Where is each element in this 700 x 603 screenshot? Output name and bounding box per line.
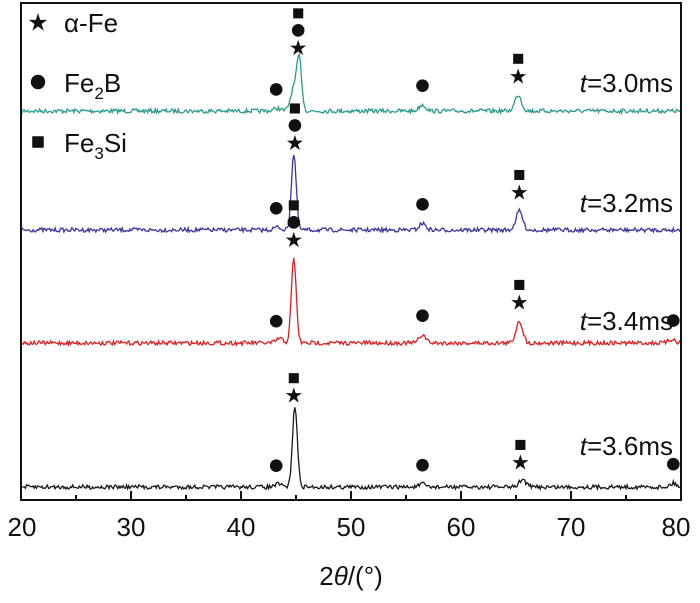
legend-label: Fe3Si [64,128,127,163]
alpha-fe-star-marker: ★ [510,181,529,205]
x-tick-label: 30 [117,512,146,542]
x-axis-ticks: 20 30 40 50 60 70 80 [8,491,691,542]
fe2b-circle-marker [269,314,283,328]
x-tick-label: 40 [227,512,256,542]
fe2b-circle-marker [287,216,301,229]
series-label: t=3.6ms [580,431,673,461]
fe3si-square-marker [289,103,300,114]
alpha-fe-star-marker: ★ [510,290,529,314]
series-group: ★ ★ t=3.2ms [20,103,682,235]
fe3si-square-marker [514,169,525,181]
series-label-var: t [580,431,589,461]
series-label: t=3.0ms [580,68,673,98]
fe3si-square-marker [515,439,526,450]
x-tick-label: 20 [8,512,37,542]
fe2b-circle-marker [30,74,46,90]
series-label-value: =3.4ms [587,306,673,336]
alpha-fe-star-marker: ★ [511,450,530,474]
legend-label-tail: Si [104,128,127,158]
alpha-fe-star-marker: ★ [509,64,528,88]
xrd-pattern-line [20,51,682,116]
series-label: t=3.4ms [580,306,673,336]
fe2b-circle-marker [667,314,680,327]
legend-label-subscript: 3 [94,144,103,163]
legend-label-main: α-Fe [64,8,118,38]
xrd-pattern-line [20,407,682,492]
fe2b-circle-marker [667,457,680,471]
series-label-value: =3.2ms [587,188,673,218]
series-group: ★ ★ t=3.4ms [20,200,682,348]
legend-label-tail: B [104,68,121,98]
alpha-fe-star-marker: ★ [285,131,304,155]
series-label-var: t [580,68,589,98]
fe3si-square-marker [514,279,525,290]
legend-label-main: Fe [64,68,94,98]
fe2b-circle-marker [416,198,429,211]
legend-label: Fe2B [64,68,121,103]
alpha-fe-star-marker: ★ [289,36,308,60]
plot-content: ★★ t=3.0ms★★ t=3.2ms★★t=3.4ms★★t=3.6ms [20,8,682,492]
fe2b-circle-marker [291,24,305,37]
x-tick-label: 70 [557,512,586,542]
legend-item: Fe3Si [32,128,127,163]
xrd-pattern-line [20,257,682,348]
series-group: ★ ★ t=3.6ms [20,373,682,492]
legend-label: α-Fe [64,8,118,38]
fe2b-circle-marker [416,79,429,92]
fe2b-circle-marker [269,83,283,96]
x-tick-label: 80 [662,512,691,542]
series-group: ★ ★ t=3.0ms [20,8,682,116]
fe3si-square-marker [513,53,524,64]
fe3si-square-marker [288,373,299,384]
legend-item: ★ α-Fe [27,8,118,38]
x-axis-title-prefix: 2 [319,561,333,591]
xrd-pattern-line [20,154,682,235]
legend-item: Fe2B [30,68,121,103]
x-tick-label: 50 [337,512,366,542]
fe2b-circle-marker [416,309,429,323]
alpha-fe-star-marker: ★ [284,384,303,408]
fe3si-square-marker [293,8,304,19]
x-tick-label: 60 [447,512,476,542]
x-axis-title-unit: /(°) [348,561,383,591]
series-label-value: =3.6ms [587,431,673,461]
fe2b-circle-marker [269,459,283,473]
fe3si-square-marker [288,200,299,211]
fe3si-square-marker [32,136,44,148]
series-label-var: t [580,188,589,218]
series-label-value: =3.0ms [587,68,673,98]
fe2b-circle-marker [269,202,283,215]
fe2b-circle-marker [288,119,302,132]
x-axis-title: 2θ/(°) [319,561,383,591]
alpha-fe-star-marker: ★ [284,228,303,252]
series-label-var: t [580,306,589,336]
alpha-fe-star-marker: ★ [27,9,49,37]
legend-label-subscript: 2 [94,84,103,103]
legend-label-main: Fe [64,128,94,158]
series-label: t=3.2ms [580,188,673,218]
fe2b-circle-marker [416,458,429,472]
x-axis-title-var: θ [334,561,348,591]
